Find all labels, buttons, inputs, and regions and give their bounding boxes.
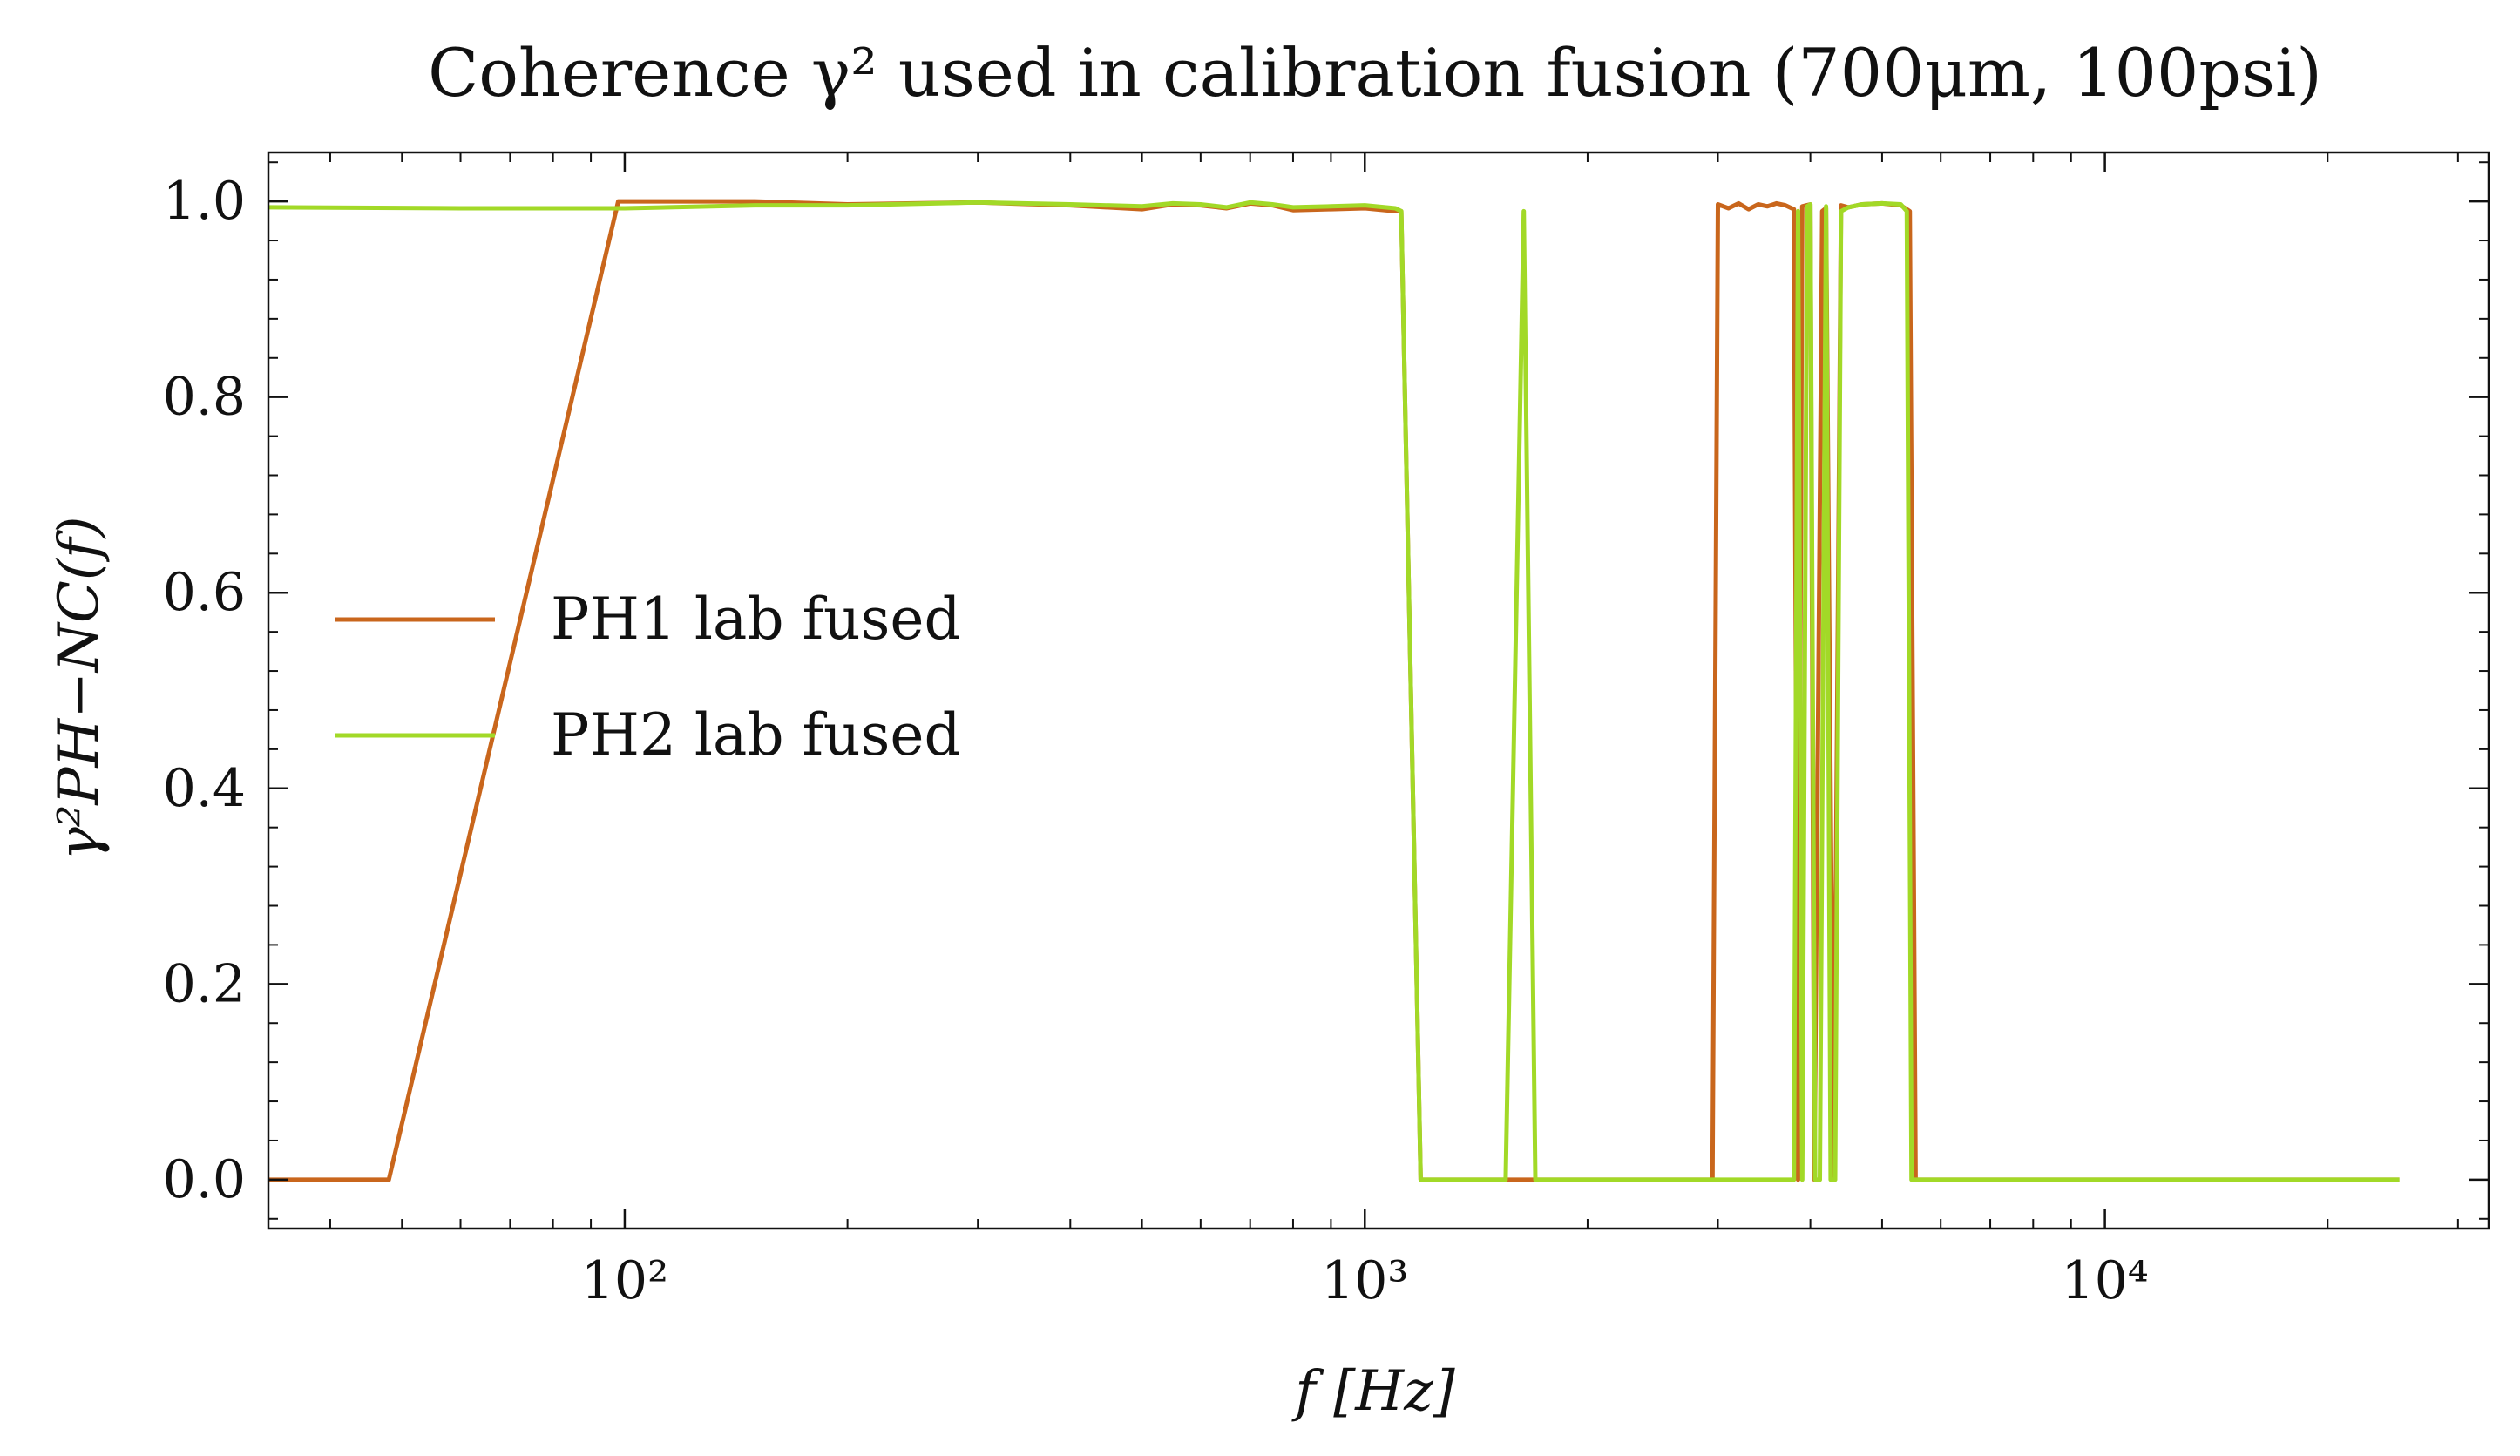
y-tick-label: 0.2 [163, 953, 246, 1014]
x-tick-label: 10⁴ [2061, 1250, 2148, 1311]
y-axis-label: γ²PH−NC(f) [47, 517, 112, 861]
chart-title: Coherence γ² used in calibration fusion … [428, 34, 2322, 112]
y-tick-label: 0.6 [163, 562, 246, 623]
x-tick-label: 10³ [1321, 1250, 1408, 1311]
series-line-2 [268, 200, 2400, 1182]
plot-area: 0.0 0.2 0.4 0.6 0.8 1.0 10² 10³ 10⁴ PH1 lab fused… [163, 151, 2490, 1311]
y-tick-label: 0.8 [163, 367, 246, 428]
y-tick-label: 1.0 [163, 171, 246, 232]
plot-frame [267, 151, 2490, 1230]
y-tick-label: 0.4 [163, 758, 246, 819]
x-axis-label: f [Hz] [1291, 1359, 1456, 1424]
legend-label-2: PH2 lab fused [551, 701, 961, 769]
series-line-1 [268, 199, 2400, 1182]
y-tick-label: 0.0 [163, 1149, 246, 1210]
legend-label-1: PH1 lab fused [551, 586, 961, 653]
x-tick-label: 10² [581, 1250, 668, 1311]
